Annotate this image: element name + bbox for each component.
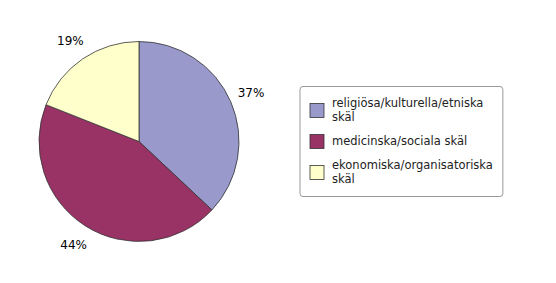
legend-label: ekonomiska/organisatoriskaskäl (332, 158, 493, 186)
chart: 37%44%19%religiösa/kulturella/etniskaskä… (0, 0, 556, 283)
slice (46, 41, 139, 141)
legend-label-line: religiösa/kulturella/etniska (332, 96, 483, 110)
legend-label: religiösa/kulturella/etniskaskäl (332, 96, 483, 124)
legend-frame (300, 87, 503, 197)
legend: religiösa/kulturella/etniskaskälmedicins… (300, 87, 503, 197)
data-label: 19% (57, 34, 84, 48)
legend-swatch (310, 104, 324, 118)
legend-label-line: medicinska/sociala skäl (332, 134, 467, 148)
legend-swatch (310, 166, 324, 180)
legend-label-line: skäl (332, 172, 355, 186)
legend-swatch (310, 135, 324, 149)
legend-label: medicinska/sociala skäl (332, 134, 467, 148)
data-label: 44% (60, 238, 87, 252)
legend-label-line: skäl (332, 110, 355, 124)
data-label: 37% (238, 86, 265, 100)
slices (39, 41, 239, 241)
legend-label-line: ekonomiska/organisatoriska (332, 158, 493, 172)
